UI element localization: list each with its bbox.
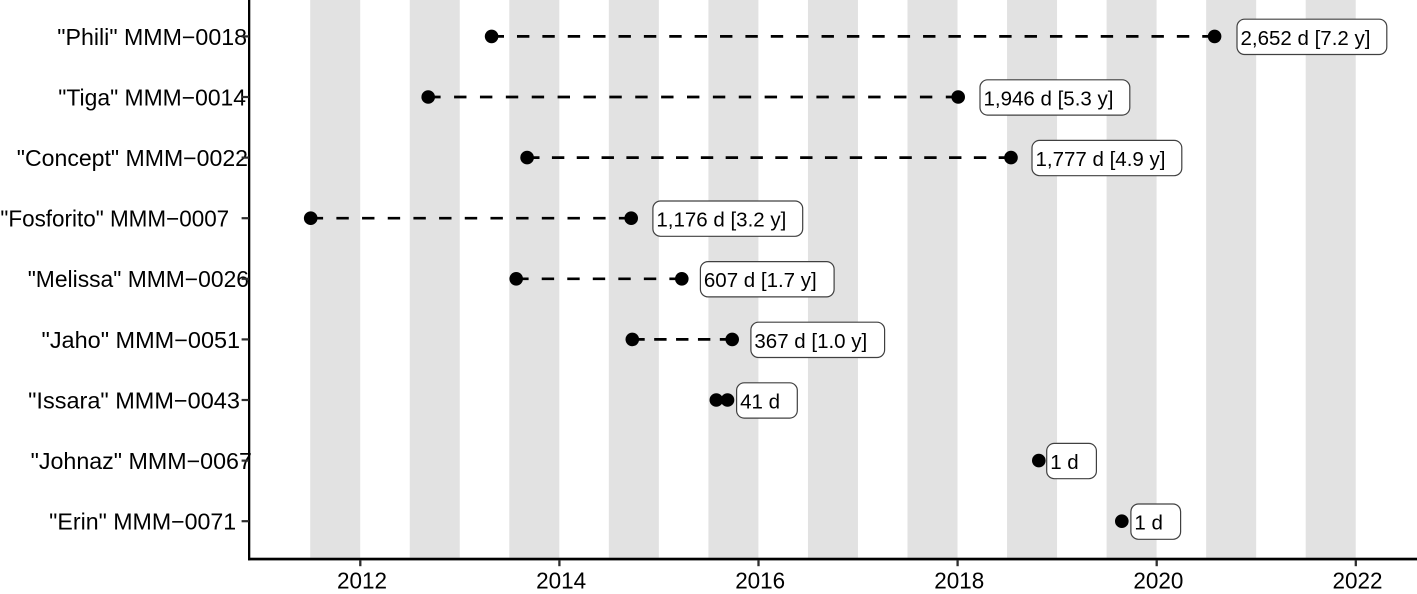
svg-text:2022: 2022 xyxy=(1333,568,1383,594)
svg-text:"Erin" MMM−0071: "Erin" MMM−0071 xyxy=(49,509,236,535)
svg-text:41 d: 41 d xyxy=(740,390,780,413)
svg-text:"Fosforito" MMM−0007: "Fosforito" MMM−0007 xyxy=(0,206,229,232)
svg-text:2020: 2020 xyxy=(1133,568,1183,594)
svg-text:1,777 d [4.9 y]: 1,777 d [4.9 y] xyxy=(1036,148,1166,171)
svg-text:"Johnaz" MMM−0067: "Johnaz" MMM−0067 xyxy=(31,448,252,474)
svg-text:"Jaho" MMM−0051: "Jaho" MMM−0051 xyxy=(42,327,241,353)
svg-text:1,176 d [3.2 y]: 1,176 d [3.2 y] xyxy=(656,209,786,232)
svg-text:367 d [1.0 y]: 367 d [1.0 y] xyxy=(754,330,867,353)
svg-text:2012: 2012 xyxy=(337,568,387,594)
svg-text:1 d: 1 d xyxy=(1134,512,1163,535)
svg-text:2014: 2014 xyxy=(536,568,586,594)
svg-text:607 d [1.7 y]: 607 d [1.7 y] xyxy=(704,269,817,292)
svg-text:"Issara" MMM−0043: "Issara" MMM−0043 xyxy=(28,387,240,413)
svg-text:"Melissa" MMM−0026: "Melissa" MMM−0026 xyxy=(28,266,249,292)
svg-text:2016: 2016 xyxy=(735,568,785,594)
svg-text:"Tiga" MMM−0014: "Tiga" MMM−0014 xyxy=(58,84,246,110)
svg-text:2,652 d [7.2 y]: 2,652 d [7.2 y] xyxy=(1241,27,1371,50)
svg-text:2018: 2018 xyxy=(934,568,984,594)
svg-text:"Concept" MMM−0022: "Concept" MMM−0022 xyxy=(17,145,248,171)
svg-text:1,946 d [5.3 y]: 1,946 d [5.3 y] xyxy=(984,87,1114,110)
svg-text:"Phili" MMM−0018: "Phili" MMM−0018 xyxy=(57,24,247,50)
svg-text:1 d: 1 d xyxy=(1050,451,1079,474)
